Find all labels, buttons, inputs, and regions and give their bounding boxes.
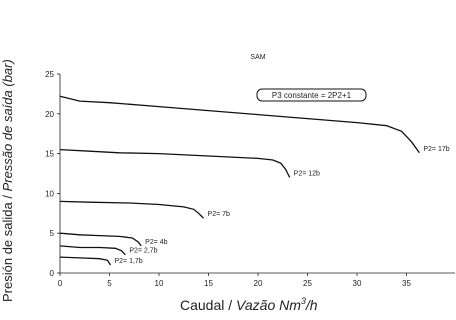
x-tick-label: 5	[107, 279, 112, 288]
x-tick-label: 15	[204, 279, 213, 288]
series-line	[59, 256, 112, 266]
x-tick-label: 25	[303, 279, 312, 288]
y-axis-label-plain: Presión de salida /	[0, 191, 15, 302]
series-line	[59, 232, 142, 247]
y-tick-label: 25	[45, 70, 54, 79]
y-axis-label-italic: Pressão de saída (bar)	[0, 59, 15, 191]
x-axis-label-italic: Vazão Nm	[236, 297, 301, 313]
series-label: P2= 17b	[423, 146, 449, 153]
x-tick-label: 10	[155, 279, 164, 288]
y-tick-label: 15	[45, 150, 54, 159]
series-line	[59, 245, 126, 256]
annotation-callout: P3 constante = 2P2+1	[256, 88, 367, 102]
x-axis-label: Caudal / Vazão Nm3/h	[180, 296, 318, 313]
annotation-text: P3 constante = 2P2+1	[272, 91, 352, 100]
y-tick-label: 10	[45, 189, 54, 198]
series-group: P2= 17b P2= 12b P2= 7b P2= 4b P2= 2,7b P2= 1,…	[59, 95, 450, 266]
x-tick-label: 20	[254, 279, 263, 288]
x-tick-label: 35	[402, 279, 411, 288]
chart-title: SAM	[250, 54, 265, 61]
y-tick-label: 0	[50, 269, 55, 278]
series-label: P2= 1,7b	[114, 258, 142, 265]
y-tick-label: 20	[45, 110, 54, 119]
series-line	[59, 95, 420, 154]
y-axis: 0 5 10 15 20 25	[45, 70, 61, 278]
series-line	[59, 200, 204, 219]
y-tick-label: 5	[50, 229, 55, 238]
x-tick-label: 30	[353, 279, 362, 288]
x-axis-label-italic-end: /h	[305, 297, 318, 313]
x-axis-label-superscript: 3	[301, 296, 306, 306]
series-line	[59, 148, 291, 178]
annotation-box	[256, 88, 367, 102]
x-tick-label: 0	[58, 279, 63, 288]
x-axis: 0 5 10 15 20 25 30 35	[58, 272, 455, 288]
series-label: P2= 4b	[145, 239, 167, 246]
series-label: P2= 2,7b	[129, 248, 157, 255]
series-label: P2= 12b	[294, 170, 320, 177]
series-label: P2= 7b	[208, 211, 230, 218]
y-axis-label: Presión de salida / Pressão de saída (ba…	[0, 59, 15, 302]
x-axis-label-plain: Caudal /	[180, 297, 236, 313]
